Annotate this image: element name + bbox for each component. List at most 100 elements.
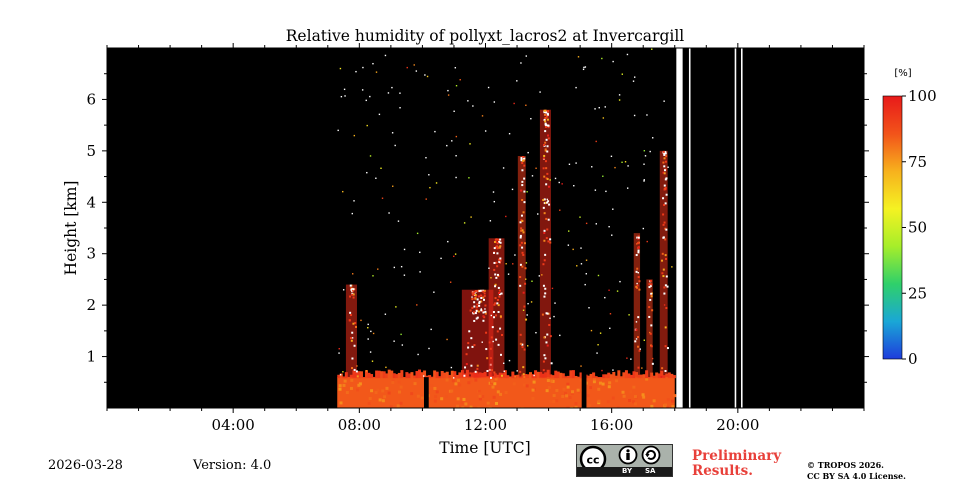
plume-pixel — [348, 319, 351, 322]
noise-pixel — [642, 227, 645, 230]
surface-edge-pixel — [511, 371, 515, 379]
noise-pixel — [596, 352, 598, 354]
plume-pixel — [638, 280, 641, 283]
plume-pixel — [651, 362, 654, 365]
surface-edge-pixel — [617, 370, 621, 379]
plume-pixel — [475, 317, 478, 320]
noise-pixel — [370, 330, 372, 333]
cc-license-badge[interactable]: cc BY SA — [576, 444, 673, 477]
plume-pixel — [664, 178, 667, 181]
noise-pixel — [636, 243, 638, 245]
surface-texture-pixel — [562, 387, 566, 391]
y-tick-label: 5 — [86, 142, 96, 160]
noise-pixel — [388, 212, 390, 214]
plume-pixel — [664, 370, 667, 373]
surface-texture-pixel — [433, 399, 437, 403]
plume-pixel — [523, 348, 526, 351]
noise-pixel — [434, 130, 436, 133]
plume-pixel — [494, 283, 497, 286]
noise-pixel — [385, 366, 387, 369]
cc-icon-text: cc — [586, 454, 599, 467]
noise-pixel — [533, 374, 535, 377]
plume-pixel — [493, 316, 496, 319]
plume-pixel — [543, 259, 546, 262]
surface-edge-pixel — [604, 374, 608, 379]
humidity-plume — [488, 238, 505, 378]
plume-pixel — [649, 279, 652, 282]
noise-pixel — [633, 76, 636, 78]
surface-texture-pixel — [633, 402, 637, 406]
plume-pixel — [635, 328, 638, 331]
plume-pixel — [545, 167, 548, 170]
surface-edge-pixel — [397, 372, 401, 379]
noise-pixel — [339, 67, 342, 70]
noise-pixel — [651, 357, 654, 360]
surface-edge-pixel — [503, 370, 507, 379]
noise-pixel — [419, 271, 421, 273]
noise-pixel — [585, 259, 588, 261]
plume-pixel — [637, 236, 640, 239]
plume-pixel — [664, 151, 667, 154]
plume-pixel — [523, 164, 526, 167]
plume-pixel — [648, 283, 651, 286]
noise-pixel — [643, 163, 645, 165]
surface-edge-pixel — [443, 372, 447, 379]
plume-pixel — [545, 111, 548, 114]
noise-pixel — [343, 88, 346, 91]
noise-pixel — [612, 208, 614, 210]
noise-pixel — [632, 80, 635, 82]
noise-pixel — [435, 182, 438, 184]
surface-texture-pixel — [489, 381, 493, 385]
noise-pixel — [646, 114, 648, 116]
plume-pixel — [478, 295, 481, 298]
noise-pixel — [643, 150, 646, 152]
surface-texture-pixel — [454, 382, 458, 386]
plume-pixel — [666, 347, 669, 350]
surface-edge-pixel — [670, 373, 674, 379]
surface-edge-pixel — [629, 374, 633, 379]
noise-pixel — [463, 222, 466, 224]
plume-pixel — [476, 306, 479, 309]
noise-pixel — [637, 272, 640, 274]
plume-pixel — [497, 343, 500, 346]
y-axis-label: Height [km] — [62, 181, 80, 276]
noise-pixel — [663, 100, 665, 102]
plume-pixel — [496, 273, 499, 276]
surface-edge-pixel — [392, 373, 396, 379]
noise-pixel — [417, 353, 419, 356]
plume-pixel — [547, 124, 550, 127]
sa-share-arrowhead — [645, 454, 650, 458]
surface-texture-pixel — [632, 385, 636, 389]
plume-pixel — [543, 113, 546, 116]
noise-pixel — [610, 155, 613, 158]
plume-pixel — [637, 246, 640, 249]
plume-pixel — [471, 345, 474, 348]
noise-pixel — [590, 329, 593, 332]
surface-texture-pixel — [434, 395, 438, 399]
noise-pixel — [598, 106, 600, 109]
noise-pixel — [626, 53, 629, 56]
noise-pixel — [614, 166, 616, 169]
surface-texture-pixel — [641, 393, 645, 397]
surface-edge-pixel — [377, 370, 381, 379]
plume-pixel — [519, 342, 522, 345]
noise-pixel — [481, 115, 484, 117]
noise-pixel — [395, 306, 397, 308]
surface-texture-pixel — [546, 378, 550, 382]
noise-pixel — [601, 369, 603, 372]
noise-pixel — [384, 54, 387, 57]
noise-pixel — [619, 280, 621, 283]
noise-pixel — [643, 179, 645, 181]
plume-pixel — [664, 254, 667, 257]
noise-pixel — [338, 352, 340, 354]
plume-pixel — [489, 376, 492, 379]
surface-edge-pixel — [450, 370, 454, 379]
x-tick-label: 16:00 — [590, 416, 633, 434]
plume-pixel — [547, 110, 550, 113]
noise-pixel — [451, 140, 453, 142]
surface-edge-pixel — [415, 371, 419, 379]
plume-pixel — [649, 298, 652, 301]
plume-pixel — [354, 322, 357, 325]
noise-pixel — [455, 135, 458, 138]
cc-icon — [579, 445, 607, 467]
